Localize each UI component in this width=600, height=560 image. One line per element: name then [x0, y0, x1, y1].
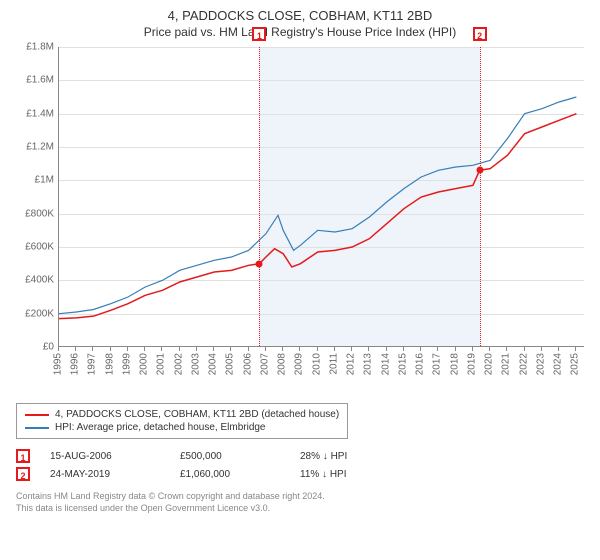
legend-swatch — [25, 414, 49, 416]
chart-title: 4, PADDOCKS CLOSE, COBHAM, KT11 2BD — [16, 8, 584, 23]
legend: 4, PADDOCKS CLOSE, COBHAM, KT11 2BD (det… — [16, 403, 348, 439]
chart-subtitle: Price paid vs. HM Land Registry's House … — [16, 25, 584, 39]
sale-marker-icon: 1 — [16, 449, 30, 463]
legend-item: 4, PADDOCKS CLOSE, COBHAM, KT11 2BD (det… — [25, 408, 339, 421]
sales-row: 1 15-AUG-2006 £500,000 28% ↓ HPI — [16, 447, 584, 465]
y-axis: £0£200K£400K£600K£800K£1M£1.2M£1.4M£1.6M… — [16, 47, 58, 347]
sales-row: 2 24-MAY-2019 £1,060,000 11% ↓ HPI — [16, 465, 584, 483]
x-axis: 1995199619971998199920002001200220032004… — [58, 347, 584, 397]
footer-line: This data is licensed under the Open Gov… — [16, 503, 584, 515]
footer-line: Contains HM Land Registry data © Crown c… — [16, 491, 584, 503]
line-svg — [59, 47, 584, 346]
sale-date: 24-MAY-2019 — [50, 469, 160, 480]
legend-label: HPI: Average price, detached house, Elmb… — [55, 422, 266, 433]
legend-label: 4, PADDOCKS CLOSE, COBHAM, KT11 2BD (det… — [55, 409, 339, 420]
sale-price: £500,000 — [180, 451, 280, 462]
footer-attribution: Contains HM Land Registry data © Crown c… — [16, 491, 584, 514]
sale-delta: 28% ↓ HPI — [300, 451, 400, 462]
sale-marker-icon: 2 — [16, 467, 30, 481]
chart-header: 4, PADDOCKS CLOSE, COBHAM, KT11 2BD Pric… — [16, 8, 584, 39]
sale-delta: 11% ↓ HPI — [300, 469, 400, 480]
plot-area: 12 — [58, 47, 584, 347]
sales-table: 1 15-AUG-2006 £500,000 28% ↓ HPI 2 24-MA… — [16, 447, 584, 483]
legend-item: HPI: Average price, detached house, Elmb… — [25, 421, 339, 434]
sale-price: £1,060,000 — [180, 469, 280, 480]
sale-date: 15-AUG-2006 — [50, 451, 160, 462]
chart-area: £0£200K£400K£600K£800K£1M£1.2M£1.4M£1.6M… — [16, 47, 584, 397]
legend-swatch — [25, 427, 49, 429]
